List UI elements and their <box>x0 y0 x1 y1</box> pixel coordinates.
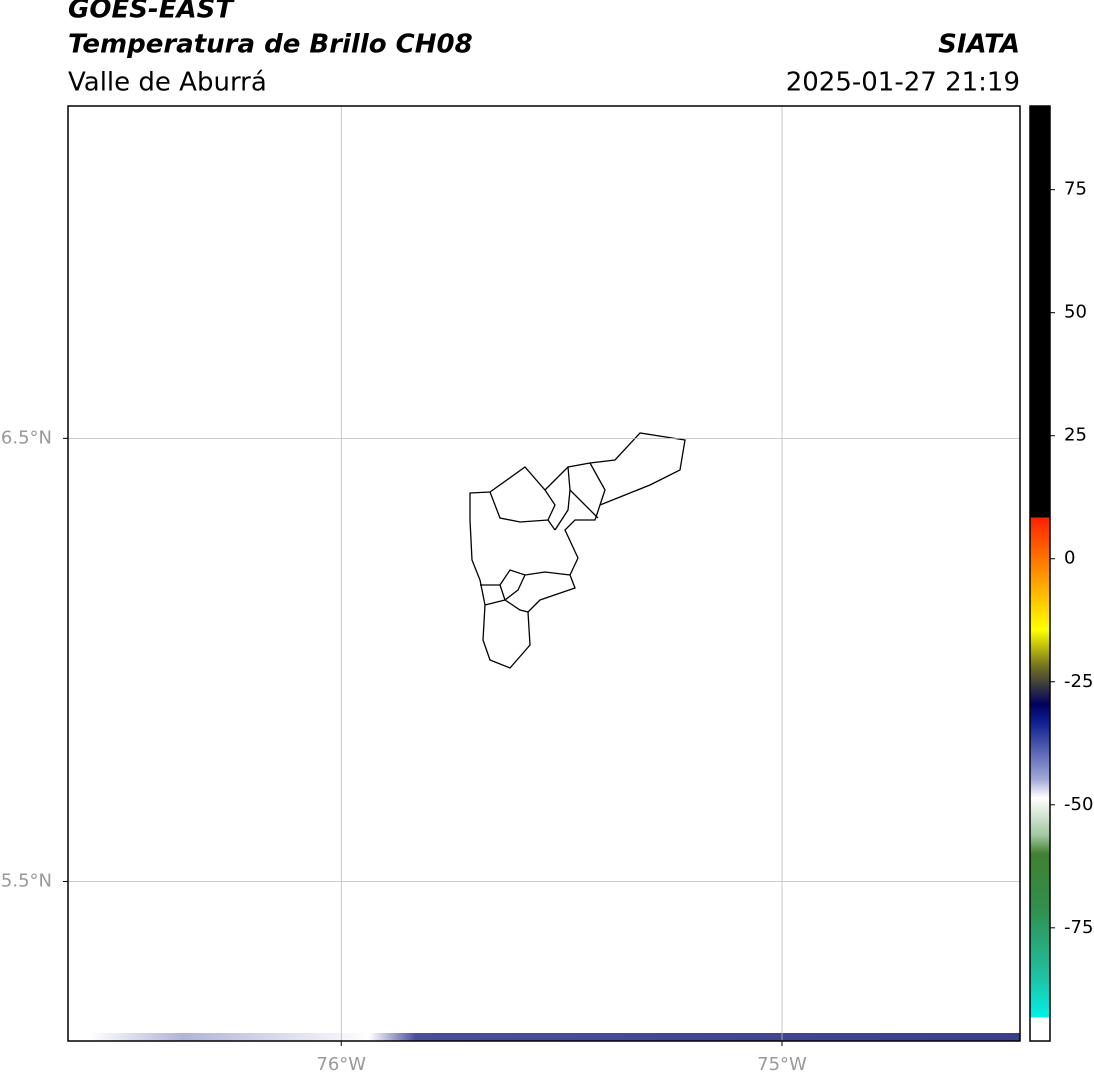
subtitle: Temperatura de Brillo CH08 <box>68 30 473 60</box>
lat-tick-label: 6.5°N <box>1 427 52 448</box>
colorbar-tick-label: -50 <box>1064 794 1093 815</box>
colorbar-tick-label: 0 <box>1064 548 1075 569</box>
map <box>68 106 1020 1041</box>
colorbar <box>1029 105 1051 1042</box>
colorbar-tick-label: 50 <box>1064 302 1087 323</box>
source: SIATA <box>938 30 1020 60</box>
map-frame <box>67 105 1021 1042</box>
colorbar-tick-label: 75 <box>1064 179 1087 200</box>
colorbar-tick-label: 25 <box>1064 425 1087 446</box>
data-strip <box>90 1033 1020 1041</box>
lat-tick-label: 5.5°N <box>1 870 52 891</box>
colorbar-tick-label: -25 <box>1064 671 1093 692</box>
lon-tick-label: 75°W <box>757 1054 807 1075</box>
timestamp: 2025-01-27 21:19 <box>786 68 1020 98</box>
boundaries <box>469 432 686 669</box>
title: GOES-EAST <box>68 0 235 25</box>
colorbar-tick-label: -75 <box>1064 917 1093 938</box>
region: Valle de Aburrá <box>68 68 267 98</box>
lon-tick-label: 76°W <box>316 1054 366 1075</box>
